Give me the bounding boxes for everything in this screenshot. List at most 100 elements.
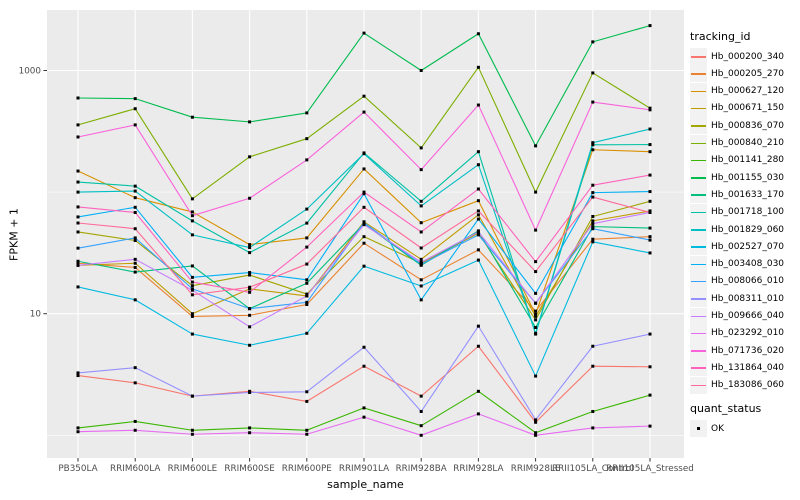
data-point <box>305 294 309 298</box>
data-point <box>591 426 595 430</box>
legend-label: Hb_023292_010 <box>711 328 785 339</box>
legend-label: Hb_008066_010 <box>711 276 785 287</box>
data-point <box>305 281 309 285</box>
data-point <box>76 374 80 378</box>
data-point <box>133 189 137 193</box>
data-point <box>190 210 194 214</box>
data-point <box>362 94 366 98</box>
data-point <box>476 324 480 328</box>
data-point <box>648 150 652 154</box>
data-point <box>648 226 652 230</box>
data-point <box>362 235 366 239</box>
data-point <box>534 260 538 264</box>
legend-item-quant-ok: OK <box>690 420 724 437</box>
data-point <box>476 389 480 393</box>
legend-label: Hb_000836_070 <box>711 120 785 131</box>
data-point <box>190 233 194 237</box>
data-point <box>591 148 595 152</box>
data-point <box>248 155 252 159</box>
data-point <box>362 406 366 410</box>
legend-label: Hb_003408_030 <box>711 259 785 270</box>
legend-item-Hb_008311_010: Hb_008311_010 <box>690 290 784 308</box>
data-point <box>534 309 538 313</box>
data-point <box>133 270 137 274</box>
data-point <box>591 191 595 195</box>
legend-swatch <box>690 238 707 256</box>
data-point <box>534 270 538 274</box>
data-point <box>190 280 194 284</box>
legend-item-Hb_001718_100: Hb_001718_100 <box>690 203 784 221</box>
data-point <box>190 432 194 436</box>
data-point <box>419 69 423 72</box>
x-tick-label: RRIM928LA <box>453 464 503 474</box>
legend-swatch <box>690 169 707 187</box>
data-point <box>534 318 538 322</box>
legend-swatch <box>690 99 707 117</box>
data-point <box>648 393 652 397</box>
data-point <box>305 399 309 403</box>
x-tick-label: RRII105LA_Control <box>552 464 634 474</box>
data-point <box>305 303 309 307</box>
data-point <box>362 205 366 209</box>
data-point <box>648 108 652 112</box>
x-tick-label: RRIM600SE <box>224 464 274 474</box>
data-point <box>419 298 423 302</box>
data-point <box>76 259 80 263</box>
legend-label: Hb_001141_280 <box>711 155 785 166</box>
data-point <box>648 190 652 194</box>
data-point <box>248 307 252 311</box>
legend-title-quant-status: quant_status <box>690 402 762 415</box>
legend-item-Hb_000840_210: Hb_000840_210 <box>690 134 784 152</box>
legend-item-Hb_008066_010: Hb_008066_010 <box>690 272 785 290</box>
data-point <box>591 143 595 147</box>
data-point <box>133 428 137 432</box>
data-point <box>476 217 480 221</box>
data-point <box>133 97 137 101</box>
line-swatch-icon <box>691 350 706 352</box>
x-tick-label: RRIM600LE <box>168 464 218 474</box>
data-point <box>591 240 595 244</box>
line-swatch-icon <box>691 246 706 248</box>
data-point <box>76 230 80 234</box>
data-point <box>305 390 309 394</box>
data-point <box>190 275 194 279</box>
data-point <box>591 71 595 75</box>
legend-item-Hb_001141_280: Hb_001141_280 <box>690 151 785 169</box>
data-point <box>76 371 80 375</box>
legend-swatch <box>690 359 707 377</box>
line-swatch-icon <box>691 177 706 179</box>
data-point <box>133 265 137 269</box>
data-point <box>419 230 423 234</box>
x-tick-label: RRIM901LA <box>339 464 389 474</box>
legend-label: Hb_001633_170 <box>711 189 785 200</box>
line-swatch-icon <box>691 367 706 369</box>
data-point <box>648 424 652 428</box>
legend-swatch <box>690 290 707 308</box>
data-point <box>305 245 309 249</box>
data-point <box>362 241 366 245</box>
legend-label: Hb_002527_070 <box>711 241 785 252</box>
data-point <box>190 214 194 218</box>
data-point <box>476 103 480 107</box>
data-point <box>476 32 480 36</box>
data-point <box>305 137 309 141</box>
legend-swatch <box>690 221 707 238</box>
legend-swatch <box>690 272 707 290</box>
data-point <box>534 374 538 378</box>
data-point <box>305 432 309 436</box>
data-point <box>591 215 595 219</box>
legend-item-Hb_000836_070: Hb_000836_070 <box>690 117 785 135</box>
data-point <box>248 251 252 255</box>
data-point <box>248 390 252 394</box>
data-point <box>476 233 480 237</box>
line-swatch-icon <box>691 194 706 196</box>
legend-item-Hb_003408_030: Hb_003408_030 <box>690 255 785 273</box>
data-point <box>248 343 252 347</box>
data-point <box>534 144 538 148</box>
data-point <box>648 365 652 369</box>
data-point <box>305 221 309 225</box>
line-swatch-icon <box>691 280 706 283</box>
data-point <box>190 288 194 292</box>
data-point <box>133 123 137 127</box>
data-point <box>648 238 652 242</box>
